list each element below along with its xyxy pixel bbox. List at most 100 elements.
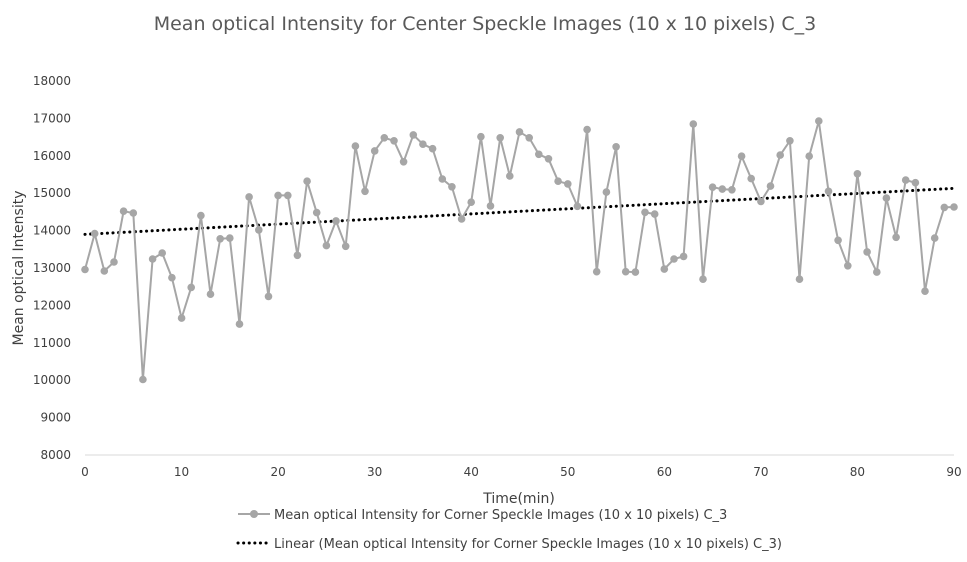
data-point	[274, 191, 282, 200]
y-tick-label: 16000	[33, 149, 71, 163]
data-point	[950, 203, 958, 211]
data-point	[583, 125, 591, 134]
data-point	[206, 290, 215, 299]
data-point	[844, 262, 852, 270]
data-point	[158, 249, 166, 257]
data-point	[332, 217, 340, 225]
x-tick-label: 20	[270, 465, 285, 479]
data-point	[100, 267, 109, 275]
y-tick-label: 18000	[33, 74, 71, 88]
data-point	[602, 188, 611, 196]
legend-series-label: Mean optical Intensity for Corner Speckl…	[274, 508, 727, 523]
x-tick-label: 10	[174, 465, 189, 479]
data-point	[226, 234, 234, 242]
data-point	[361, 187, 369, 196]
data-point	[438, 175, 447, 183]
data-point	[399, 158, 408, 166]
data-point	[670, 255, 678, 263]
data-point	[312, 208, 321, 217]
data-point	[254, 226, 263, 234]
data-point	[284, 191, 292, 200]
data-point	[641, 208, 649, 217]
x-tick-label: 80	[850, 465, 865, 479]
data-point	[168, 273, 176, 282]
y-tick-label: 10000	[33, 373, 71, 387]
data-point	[766, 182, 775, 190]
legend-trendline-label: Linear (Mean optical Intensity for Corne…	[274, 537, 782, 552]
data-point	[882, 194, 891, 202]
data-point	[139, 375, 147, 384]
data-point	[824, 187, 833, 196]
data-point	[515, 128, 524, 136]
data-point	[525, 134, 533, 142]
data-point	[380, 134, 389, 142]
data-point	[303, 177, 311, 185]
data-point	[370, 147, 379, 155]
data-point	[90, 229, 99, 238]
x-axis-tick-labels: 0 10 20 30 40 50 60 70 80 90	[81, 465, 961, 479]
y-axis-tick-labels: 8000 9000 10000 11000 12000 13000 14000 15000 16…	[33, 74, 71, 462]
data-point	[660, 265, 669, 273]
y-tick-label: 13000	[33, 261, 71, 275]
data-point	[457, 215, 466, 223]
data-point	[197, 211, 205, 220]
x-axis-title: Time(min)	[482, 491, 555, 507]
data-point	[901, 176, 910, 184]
data-point	[747, 174, 755, 183]
data-point	[467, 198, 476, 206]
data-point	[873, 268, 881, 276]
data-point	[496, 134, 505, 142]
x-tick-label: 90	[946, 465, 961, 479]
data-point	[544, 155, 553, 163]
data-point	[129, 209, 138, 217]
data-point	[448, 183, 456, 191]
data-point	[592, 267, 601, 276]
data-point	[322, 241, 331, 250]
data-point	[428, 144, 437, 153]
data-point	[786, 137, 794, 145]
data-point	[892, 233, 900, 242]
data-point	[535, 150, 543, 159]
data-point	[506, 172, 514, 180]
data-point	[737, 152, 746, 160]
data-point	[187, 283, 195, 292]
data-point	[573, 202, 582, 211]
data-point	[718, 185, 727, 193]
data-point	[757, 197, 765, 206]
x-tick-label: 0	[81, 465, 89, 479]
x-tick-label: 70	[753, 465, 768, 479]
y-tick-label: 11000	[33, 336, 71, 350]
data-point	[564, 180, 572, 188]
data-point	[177, 314, 186, 322]
y-tick-label: 17000	[33, 111, 71, 125]
chart-title: Mean optical Intensity for Center Speckl…	[154, 13, 817, 35]
data-point	[245, 193, 253, 201]
data-point	[921, 287, 929, 296]
series-line	[84, 120, 955, 380]
data-point	[699, 275, 707, 284]
x-tick-label: 40	[464, 465, 479, 479]
data-point	[728, 186, 736, 194]
data-point	[650, 210, 659, 218]
data-point	[853, 170, 862, 178]
data-point	[110, 258, 118, 266]
data-point	[689, 120, 698, 128]
data-point	[930, 234, 939, 242]
x-tick-label: 30	[367, 465, 382, 479]
data-point	[351, 142, 360, 150]
y-tick-label: 9000	[40, 411, 71, 425]
series-points	[81, 117, 958, 384]
y-axis-title: Mean optical Intensity	[11, 191, 27, 346]
data-point	[834, 236, 842, 245]
data-point	[216, 235, 224, 243]
x-tick-label: 60	[657, 465, 672, 479]
y-tick-label: 14000	[33, 224, 71, 238]
data-point	[911, 178, 920, 187]
x-tick-label: 50	[560, 465, 575, 479]
data-point	[554, 177, 562, 185]
y-tick-label: 12000	[33, 298, 71, 312]
data-point	[621, 267, 630, 276]
legend: Mean optical Intensity for Corner Speckl…	[236, 508, 782, 552]
data-point	[264, 292, 273, 301]
